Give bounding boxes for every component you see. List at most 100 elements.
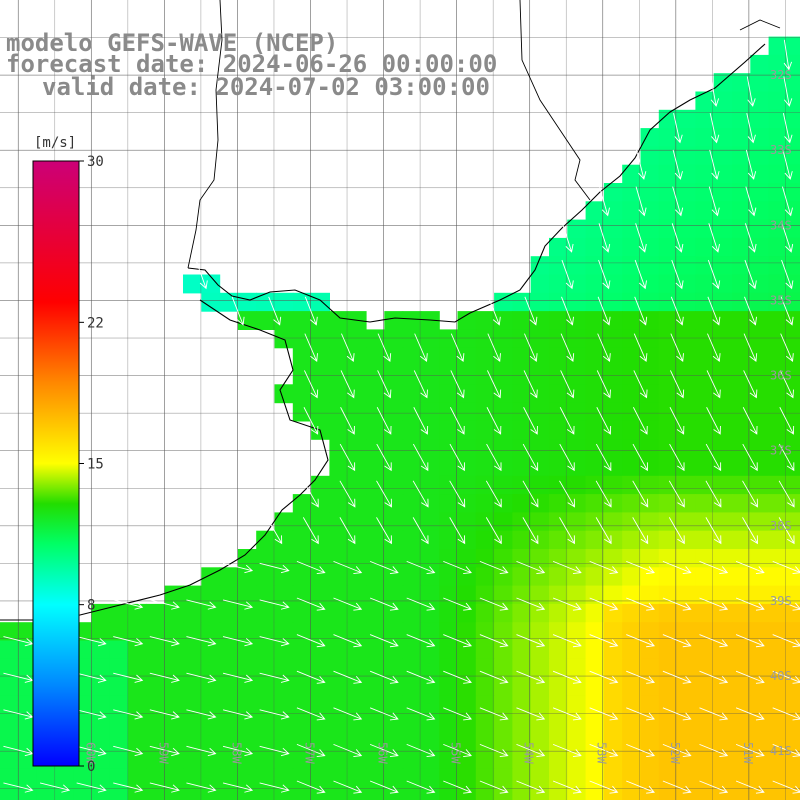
wind-cell bbox=[622, 567, 642, 587]
wind-cell bbox=[640, 329, 660, 349]
wind-cell bbox=[494, 475, 513, 495]
latitude-label: 34S bbox=[770, 218, 792, 232]
wind-cell bbox=[786, 109, 800, 129]
wind-cell bbox=[603, 457, 623, 477]
wind-cell bbox=[384, 622, 404, 642]
wind-arrow bbox=[596, 370, 611, 399]
wind-cell bbox=[713, 329, 733, 349]
wind-arrow bbox=[710, 76, 720, 107]
wind-cell bbox=[640, 567, 660, 587]
wind-cell bbox=[567, 768, 587, 788]
wind-cell bbox=[512, 585, 532, 605]
wind-cell bbox=[420, 677, 440, 696]
wind-cell bbox=[732, 494, 751, 513]
longitude-label: 51W bbox=[741, 742, 755, 764]
wind-cell bbox=[384, 475, 404, 495]
wind-cell bbox=[677, 567, 696, 587]
wind-cell bbox=[311, 512, 330, 532]
wind-cell bbox=[402, 439, 422, 459]
wind-cell bbox=[567, 695, 587, 715]
wind-cell bbox=[750, 512, 770, 532]
wind-cell bbox=[311, 311, 330, 330]
wind-cell bbox=[732, 603, 751, 623]
wind-arrow bbox=[522, 443, 539, 472]
wind-cell bbox=[585, 512, 605, 532]
wind-cell bbox=[658, 750, 678, 770]
wind-cell bbox=[677, 128, 696, 147]
wind-cell bbox=[402, 549, 422, 568]
wind-cell bbox=[768, 622, 788, 642]
wind-cell bbox=[36, 768, 56, 788]
wind-cell bbox=[494, 677, 513, 696]
wind-cell bbox=[512, 603, 532, 623]
wind-cell bbox=[439, 457, 459, 477]
wind-cell bbox=[768, 256, 788, 276]
wind-cell bbox=[622, 164, 642, 184]
wind-cell bbox=[658, 329, 678, 349]
wind-cell bbox=[329, 402, 349, 422]
wind-arrow bbox=[339, 517, 356, 545]
wind-cell bbox=[585, 420, 605, 440]
wind-cell bbox=[530, 439, 550, 459]
wind-cell bbox=[677, 512, 696, 532]
wind-cell bbox=[549, 768, 568, 788]
wind-cell bbox=[750, 768, 770, 788]
wind-cell bbox=[658, 274, 678, 294]
wind-cell bbox=[530, 274, 550, 294]
wind-cell bbox=[713, 494, 733, 513]
wind-cell bbox=[329, 677, 349, 696]
wind-cell bbox=[164, 658, 184, 678]
wind-cell bbox=[768, 311, 788, 330]
wind-cell bbox=[420, 329, 440, 349]
wind-cell bbox=[475, 695, 495, 715]
wind-arrow bbox=[670, 296, 684, 326]
wind-cell bbox=[494, 658, 513, 678]
wind-cell bbox=[530, 603, 550, 623]
wind-arrow bbox=[186, 636, 217, 647]
wind-cell bbox=[530, 750, 550, 770]
wind-arrow bbox=[662, 707, 692, 721]
wind-arrow bbox=[479, 780, 509, 794]
wind-cell bbox=[329, 549, 349, 568]
wind-arrow bbox=[705, 517, 722, 545]
wind-arrow bbox=[743, 370, 758, 399]
wind-cell bbox=[237, 549, 257, 568]
wind-cell bbox=[439, 658, 459, 678]
wind-arrow bbox=[598, 223, 611, 253]
wind-cell bbox=[329, 768, 349, 788]
wind-cell bbox=[329, 732, 349, 751]
wind-arrow bbox=[485, 480, 502, 508]
wind-cell bbox=[347, 640, 367, 660]
wind-cell bbox=[475, 311, 495, 330]
wind-cell bbox=[677, 494, 696, 513]
wind-cell bbox=[292, 292, 312, 312]
wind-cell bbox=[622, 549, 642, 568]
wind-arrow bbox=[406, 707, 436, 721]
wind-cell bbox=[530, 329, 550, 349]
wind-arrow bbox=[589, 597, 619, 611]
wind-cell bbox=[91, 622, 111, 642]
wind-cell bbox=[366, 439, 385, 459]
wind-arrow bbox=[705, 480, 722, 508]
wind-arrow bbox=[516, 560, 546, 574]
wind-cell bbox=[640, 494, 660, 513]
wind-cell bbox=[713, 622, 733, 642]
wind-cell bbox=[768, 732, 788, 751]
wind-cell bbox=[732, 384, 751, 404]
wind-arrow bbox=[595, 517, 612, 545]
wind-cell bbox=[695, 457, 715, 477]
wind-cell bbox=[347, 439, 367, 459]
wind-cell bbox=[658, 658, 678, 678]
wind-arrow bbox=[589, 560, 619, 574]
wind-cell bbox=[786, 494, 800, 513]
wind-cell bbox=[549, 786, 568, 800]
wind-cell bbox=[475, 512, 495, 532]
wind-cell bbox=[603, 347, 623, 367]
wind-cell bbox=[622, 237, 642, 257]
wind-cell bbox=[475, 677, 495, 696]
wind-arrow bbox=[479, 743, 509, 757]
wind-cell bbox=[786, 658, 800, 678]
wind-cell bbox=[274, 549, 294, 568]
wind-cell bbox=[494, 786, 513, 800]
wind-cell bbox=[585, 201, 605, 221]
